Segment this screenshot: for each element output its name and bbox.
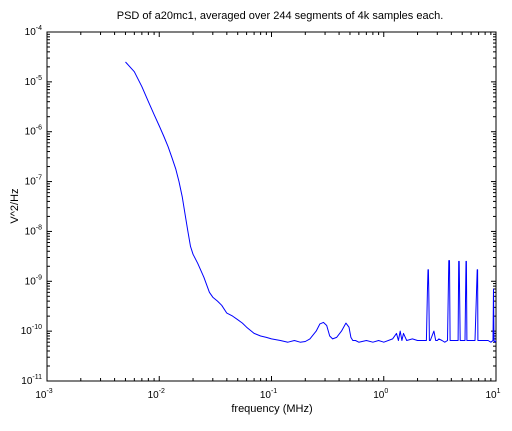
- series-layer: [125, 61, 497, 343]
- plot-frame: [46, 31, 497, 382]
- y-tick-label: 10-6: [25, 125, 42, 138]
- x-tick-label: 10-3: [35, 388, 52, 401]
- y-axis-ticks: 10-11 10-10 10-9 10-8 10-7 10-6 10-5 10-4: [21, 25, 496, 387]
- y-tick-label: 10-10: [21, 324, 42, 337]
- x-tick-label: 101: [485, 388, 500, 401]
- x-tick-label: 10-1: [260, 388, 277, 401]
- chart-title: PSD of a20mc1, averaged over 244 segment…: [117, 10, 444, 22]
- y-tick-label: 10-5: [25, 75, 42, 88]
- x-tick-label: 100: [373, 388, 388, 401]
- y-axis-label: V^2/Hz: [9, 188, 21, 223]
- y-tick-label: 10-8: [25, 224, 42, 237]
- y-tick-label: 10-11: [21, 374, 42, 387]
- x-axis-ticks: 10-3 10-2 10-1 100 101: [35, 32, 501, 401]
- x-tick-label: 10-2: [148, 388, 165, 401]
- x-axis-label: frequency (MHz): [231, 403, 312, 415]
- y-tick-label: 10-9: [25, 274, 42, 287]
- psd-series-line: [125, 61, 497, 343]
- y-tick-label: 10-7: [25, 175, 42, 188]
- y-tick-label: 10-4: [25, 25, 42, 38]
- plot-area: 10-3 10-2 10-1 100 101 10-1110-1010-910-810-…: [21, 25, 501, 401]
